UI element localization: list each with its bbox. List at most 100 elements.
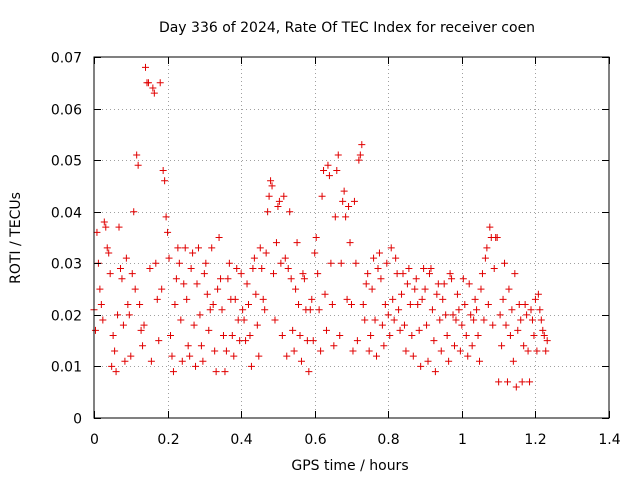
- data-point: [352, 259, 360, 267]
- data-point: [358, 141, 366, 149]
- data-point: [386, 331, 394, 339]
- data-point: [320, 166, 328, 174]
- data-point: [499, 295, 507, 303]
- data-point: [408, 331, 416, 339]
- y-tick-label: 0.04: [51, 206, 82, 222]
- data-point: [259, 295, 267, 303]
- data-point: [380, 342, 388, 350]
- data-point: [211, 347, 219, 355]
- data-point: [340, 187, 348, 195]
- data-point: [111, 347, 119, 355]
- data-point: [106, 270, 114, 278]
- x-tick-label: 0.6: [304, 432, 326, 448]
- data-point: [286, 208, 294, 216]
- data-point: [312, 234, 320, 241]
- data-point: [542, 347, 550, 355]
- data-point: [102, 223, 110, 231]
- data-point: [337, 259, 345, 267]
- data-point: [483, 244, 491, 252]
- data-point: [364, 270, 372, 278]
- data-point: [473, 306, 481, 314]
- data-point: [165, 254, 173, 262]
- data-point: [477, 285, 485, 293]
- data-point: [534, 290, 542, 298]
- data-point: [125, 311, 133, 319]
- data-point: [355, 156, 363, 164]
- data-point: [150, 89, 158, 97]
- data-point: [152, 259, 160, 267]
- data-point: [100, 218, 108, 226]
- data-point: [356, 151, 364, 159]
- data-point: [389, 295, 397, 303]
- data-point: [343, 295, 351, 303]
- data-point: [392, 254, 400, 262]
- data-point: [508, 306, 516, 314]
- data-point: [420, 264, 428, 272]
- data-point: [305, 368, 313, 376]
- data-point: [484, 301, 492, 309]
- data-point: [505, 285, 513, 293]
- data-point: [239, 306, 247, 314]
- data-point: [155, 337, 163, 345]
- data-point: [536, 306, 544, 314]
- data-point: [374, 264, 382, 272]
- data-point: [309, 337, 317, 345]
- data-point: [217, 275, 225, 283]
- data-point: [275, 197, 283, 205]
- data-point: [348, 301, 355, 309]
- data-point: [303, 337, 311, 345]
- data-point: [509, 357, 517, 365]
- data-point: [242, 337, 250, 345]
- plot-frame: [93, 56, 610, 419]
- data-point: [456, 347, 464, 355]
- data-point: [383, 259, 391, 267]
- data-point: [265, 192, 273, 200]
- data-point: [334, 151, 342, 159]
- data-point: [390, 316, 398, 324]
- data-point: [518, 378, 526, 386]
- data-point: [190, 321, 198, 329]
- data-point: [336, 331, 344, 339]
- data-point: [514, 326, 522, 334]
- data-point: [237, 270, 245, 278]
- data-point: [189, 249, 197, 257]
- data-point: [116, 264, 124, 272]
- data-point: [434, 280, 442, 288]
- data-point: [122, 254, 130, 262]
- data-point: [468, 342, 476, 350]
- data-point: [222, 347, 230, 355]
- data-point: [124, 301, 132, 309]
- x-tick-label: 1.4: [598, 432, 620, 448]
- data-point: [300, 275, 308, 283]
- data-point: [296, 331, 304, 339]
- data-point: [175, 259, 183, 267]
- data-point: [418, 295, 426, 303]
- data-point: [506, 331, 514, 339]
- data-point: [393, 270, 401, 278]
- data-point: [395, 306, 403, 314]
- data-point: [467, 311, 475, 319]
- data-point: [184, 342, 192, 350]
- data-point: [108, 362, 116, 370]
- data-point: [199, 357, 207, 365]
- data-point: [277, 259, 285, 267]
- data-point: [396, 326, 404, 334]
- data-point: [109, 331, 117, 339]
- data-point: [520, 342, 528, 350]
- data-point: [306, 306, 314, 314]
- data-point: [274, 203, 282, 211]
- data-point: [478, 270, 486, 278]
- data-point: [368, 285, 376, 293]
- data-point: [299, 270, 307, 278]
- data-point: [130, 208, 138, 216]
- data-point: [493, 234, 501, 241]
- data-point: [465, 280, 473, 288]
- data-point: [146, 264, 154, 272]
- data-point: [240, 316, 248, 324]
- data-point: [387, 244, 395, 252]
- data-point: [403, 280, 411, 288]
- data-point: [321, 290, 329, 298]
- data-point: [411, 285, 419, 293]
- data-point: [377, 275, 385, 283]
- data-point: [161, 177, 169, 185]
